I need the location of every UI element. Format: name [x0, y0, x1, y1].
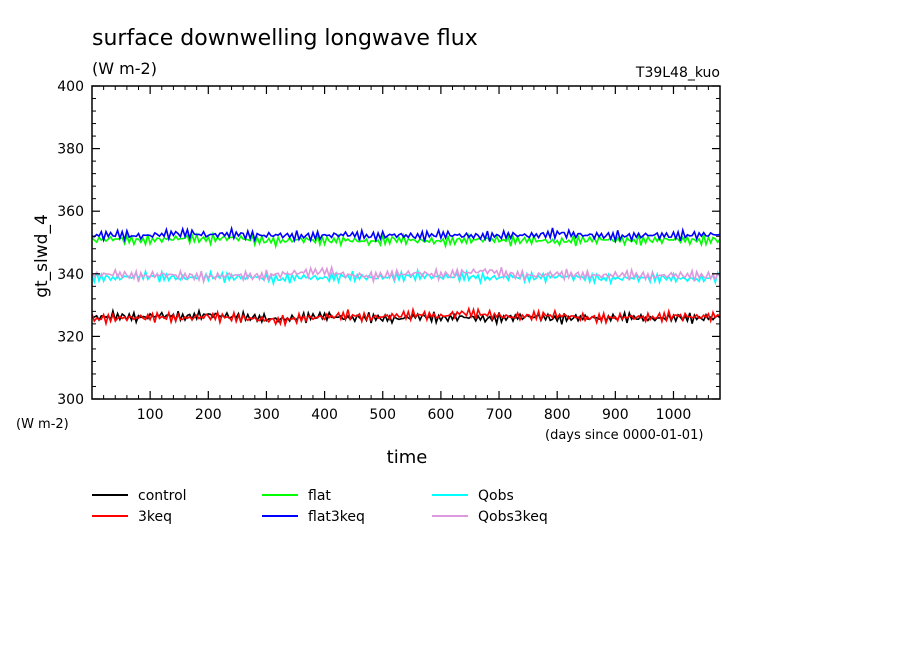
y-tick-label: 340 [57, 267, 84, 283]
y-tick-label: 360 [57, 204, 84, 220]
run-label: T39L48_kuo [635, 65, 720, 81]
units-label: (W m-2) [92, 59, 157, 78]
x-axis-label: time [387, 447, 428, 468]
series-line-flat3keq [91, 225, 721, 244]
x-tick-label: 100 [137, 407, 164, 423]
y-tick-label: 300 [57, 392, 84, 408]
x-tick-label: 900 [602, 407, 629, 423]
series-layer [91, 225, 721, 328]
y-units-label: (W m-2) [16, 417, 69, 432]
legend-label-qobs3keq: Qobs3keq [478, 509, 548, 525]
x-tick-label: 300 [253, 407, 280, 423]
x-tick-label: 700 [486, 407, 513, 423]
x-units-label: (days since 0000-01-01) [545, 428, 703, 443]
x-tick-label: 1000 [656, 407, 692, 423]
legend-label-qobs: Qobs [478, 488, 514, 504]
legend: control 3keq flat flat3keq Qobs Qobs3keq [92, 488, 548, 525]
y-tick-label: 380 [57, 142, 84, 158]
legend-label-control: control [138, 488, 187, 504]
axes-layer: 300 320 340 360 380 400 100 200 300 400 500 600 700 8… [57, 79, 721, 423]
x-tick-label: 600 [428, 407, 455, 423]
x-tick-label: 500 [369, 407, 396, 423]
series-line-control [91, 307, 721, 327]
y-tick-label: 400 [57, 79, 84, 95]
legend-label-flat: flat [308, 488, 331, 504]
chart-title: surface downwelling longwave flux [92, 26, 478, 51]
legend-label-flat3keq: flat3keq [308, 509, 365, 525]
series-line-3keq [91, 306, 721, 328]
series-line-qobs3keq [91, 264, 721, 285]
x-tick-label: 800 [544, 407, 571, 423]
y-tick-label: 320 [57, 329, 84, 345]
x-tick-label: 200 [195, 407, 222, 423]
legend-label-3keq: 3keq [138, 509, 172, 525]
y-axis-label: gt_slwd_4 [32, 214, 52, 298]
x-tick-label: 400 [311, 407, 338, 423]
